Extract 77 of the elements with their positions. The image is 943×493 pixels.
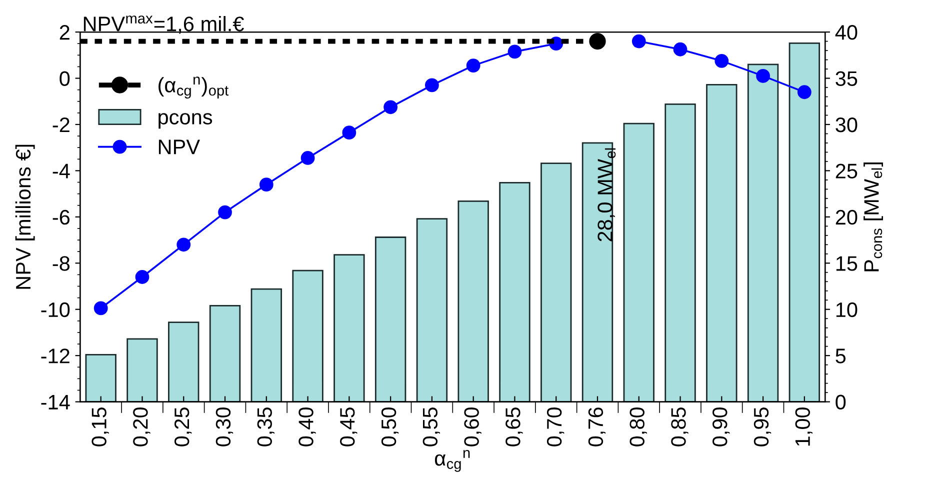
bar: [499, 182, 530, 402]
point: [176, 238, 191, 252]
point: [300, 151, 315, 165]
legend-label: NPV: [158, 140, 200, 154]
point: [342, 126, 356, 140]
x-tick-label: 0,90: [712, 407, 730, 446]
point: [259, 178, 274, 192]
legend-label: pcons: [158, 113, 212, 129]
legend-label: (α$_{cg}$$^{n}$)$_{opt}$: [158, 76, 229, 99]
y-tick-label: -14: [41, 395, 70, 410]
x-tick-label: 0,95: [754, 408, 772, 446]
y2-tick-label: 40: [835, 25, 858, 40]
y-tick-label: 2: [60, 25, 70, 40]
bar: [250, 288, 282, 402]
x-tick-label: 0,35: [257, 408, 274, 446]
y2-tick-label: 15: [836, 256, 858, 271]
y2-tick-label: 5: [836, 348, 846, 364]
bar: [85, 354, 116, 402]
bar: [374, 236, 406, 402]
x-tick-label: 0,65: [506, 408, 523, 446]
point: [508, 44, 522, 59]
bar: [209, 304, 241, 402]
x-tick-label: 0,30: [216, 407, 234, 446]
bar: [540, 162, 572, 402]
y-tick-label: -12: [41, 348, 70, 364]
bar: [706, 84, 738, 402]
x-tick-label: 0,60: [464, 407, 482, 446]
x-tick-label: 0,55: [422, 408, 440, 446]
bar: [747, 64, 779, 402]
point: [135, 270, 150, 284]
bar: [458, 200, 489, 402]
y2-tick-label: 30: [836, 117, 858, 132]
y2-tick-label: 0: [836, 394, 846, 410]
y-axis-title: NPV [millions €]: [15, 144, 35, 289]
point: [797, 85, 812, 100]
x-tick-label: 0,45: [340, 408, 358, 446]
x-tick-label: 0,85: [671, 408, 688, 446]
point: [632, 34, 646, 48]
bar: [788, 42, 820, 402]
bar: [334, 254, 365, 402]
x-tick-label: 0,40: [298, 407, 316, 446]
x-tick-label: 0,20: [133, 407, 150, 446]
ref-line-label: NPV$^{max}$=1,6 mil.€: [84, 16, 244, 34]
y2-tick-label: 10: [836, 302, 858, 318]
annotation: 28,0 MW$_{el}$: [598, 148, 616, 242]
x-tick-label: 0,25: [174, 408, 192, 446]
bar: [126, 338, 158, 402]
point: [673, 42, 688, 56]
y2-tick-label: 25: [836, 164, 858, 178]
y-tick-label: -8: [52, 256, 70, 271]
x-tick-label: 0,80: [630, 407, 647, 446]
bar: [623, 122, 654, 402]
x-tick-label: 0,70: [546, 407, 564, 446]
x-axis-title: α$_{cg}$$^{n}$: [434, 450, 470, 472]
y2-tick-label: 35: [836, 71, 858, 86]
y-tick-label: -6: [52, 210, 70, 225]
x-tick-label: 0,50: [381, 407, 399, 446]
point: [218, 205, 232, 220]
y-tick-label: -2: [52, 117, 70, 132]
point: [94, 301, 108, 316]
point: [384, 100, 398, 114]
bar: [292, 270, 324, 402]
bar: [168, 322, 200, 402]
point: [425, 78, 439, 92]
x-tick-label: 1,00: [795, 407, 812, 446]
y-tick-label: -4: [52, 164, 70, 178]
x-tick-label: 0,15: [92, 408, 109, 446]
x-tick-label: 0,76: [588, 408, 606, 446]
bar: [416, 218, 448, 402]
y-tick-label: -10: [41, 302, 70, 318]
y-tick-label: 0: [60, 71, 70, 86]
point: [756, 69, 770, 83]
y2-axis-title: P$_{cons}$ [MW$_{el}$]: [864, 162, 883, 272]
y2-tick-label: 20: [836, 210, 858, 225]
point: [466, 58, 480, 72]
bar: [664, 103, 696, 402]
point: [714, 54, 729, 68]
